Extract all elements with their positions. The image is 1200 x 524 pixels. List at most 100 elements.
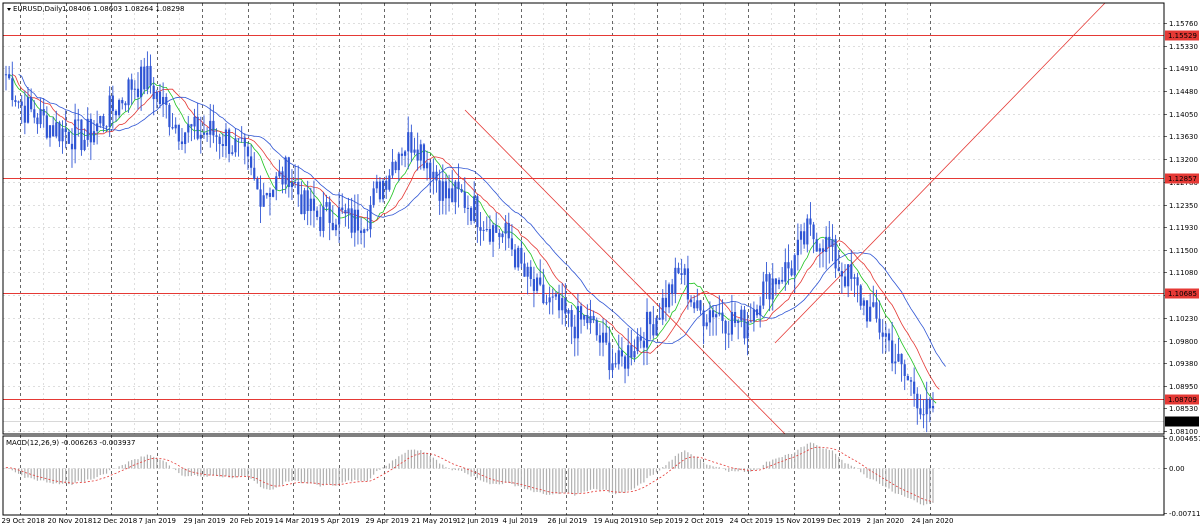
- candle: [397, 151, 400, 182]
- candle-body: [432, 171, 435, 179]
- candle: [504, 215, 507, 251]
- level-price-tag: [1165, 288, 1199, 299]
- candle: [363, 228, 366, 248]
- candle: [671, 278, 674, 306]
- candle-body: [259, 189, 262, 207]
- candle-body: [642, 340, 646, 348]
- candle-body: [815, 239, 818, 252]
- candle-body: [61, 128, 64, 142]
- candle: [614, 352, 617, 368]
- candle-body: [425, 162, 429, 169]
- candle-body: [903, 364, 906, 376]
- candle: [228, 127, 231, 163]
- candle: [4, 65, 8, 91]
- candle-body: [589, 315, 592, 324]
- candle-body: [909, 380, 913, 382]
- candle: [438, 169, 441, 215]
- candle-body: [721, 312, 724, 321]
- candle-body: [821, 248, 825, 252]
- candle: [108, 86, 111, 137]
- macd-pane-frame: [2, 435, 1165, 516]
- candle: [831, 224, 834, 262]
- candle-body: [677, 267, 680, 274]
- candle-body: [300, 194, 303, 215]
- candle-body: [435, 171, 438, 181]
- candle: [768, 272, 771, 312]
- candle-body: [246, 146, 250, 157]
- candle: [708, 301, 711, 336]
- candle: [583, 314, 586, 326]
- candle-body: [221, 144, 224, 147]
- candle: [272, 189, 275, 198]
- candle: [733, 302, 737, 328]
- candle-body: [265, 193, 268, 196]
- candle: [287, 156, 290, 198]
- candle: [784, 248, 787, 291]
- candle-body: [158, 91, 162, 105]
- candle: [444, 173, 448, 215]
- candle: [762, 271, 765, 310]
- candle: [413, 137, 416, 156]
- candle: [118, 98, 121, 118]
- candle: [906, 374, 909, 381]
- candle-body: [667, 284, 671, 308]
- candle: [919, 394, 922, 420]
- candle-body: [469, 207, 473, 221]
- candle: [677, 262, 680, 275]
- candle: [209, 103, 212, 148]
- candle: [884, 323, 887, 353]
- candle-body: [11, 78, 14, 101]
- y-tick-label: 1.12350: [1169, 202, 1198, 210]
- candle: [595, 317, 598, 341]
- candle-body: [847, 264, 850, 287]
- candle: [781, 266, 784, 284]
- candle: [617, 334, 620, 370]
- candle-body: [454, 181, 457, 203]
- candle-body: [429, 162, 432, 179]
- candle-body: [441, 181, 444, 201]
- candle: [77, 108, 80, 137]
- candle-body: [413, 149, 416, 153]
- candle-body: [856, 277, 859, 286]
- candle-body: [614, 363, 617, 365]
- candle-body: [894, 361, 897, 364]
- candle: [180, 127, 184, 151]
- x-tick-label: 9 Dec 2019: [821, 517, 861, 524]
- candle-body: [177, 124, 180, 142]
- candle-body: [781, 279, 784, 282]
- candle: [350, 197, 353, 239]
- candle-body: [520, 247, 523, 264]
- candle: [589, 299, 592, 334]
- candle: [341, 193, 344, 214]
- ohlc-readout: 1.08406 1.08603 1.08264 1.08298: [62, 5, 184, 13]
- candle-body: [564, 298, 567, 314]
- trend-line[interactable]: [774, 2, 1106, 344]
- candle-body: [488, 229, 492, 242]
- candle: [347, 197, 350, 229]
- candle: [655, 315, 658, 336]
- candle-body: [52, 125, 55, 137]
- candle: [193, 108, 196, 140]
- candle: [372, 181, 375, 208]
- x-tick-label: 12 Jun 2019: [457, 517, 499, 524]
- candle: [630, 329, 633, 366]
- candle: [369, 196, 372, 238]
- candle-body: [900, 353, 903, 365]
- candle: [407, 116, 410, 170]
- trend-line[interactable]: [464, 109, 786, 435]
- candle: [649, 311, 652, 340]
- candle-body: [771, 278, 774, 300]
- candle: [909, 377, 913, 397]
- candle: [278, 159, 281, 179]
- candle: [652, 305, 655, 339]
- candle: [803, 222, 806, 249]
- candle: [869, 293, 872, 322]
- candle-body: [787, 262, 790, 269]
- candle-body: [268, 193, 272, 197]
- candle: [70, 128, 74, 168]
- symbol-dropdown-icon[interactable]: [7, 8, 11, 11]
- candle: [548, 286, 551, 315]
- candle: [114, 109, 118, 122]
- candle-body: [711, 310, 715, 318]
